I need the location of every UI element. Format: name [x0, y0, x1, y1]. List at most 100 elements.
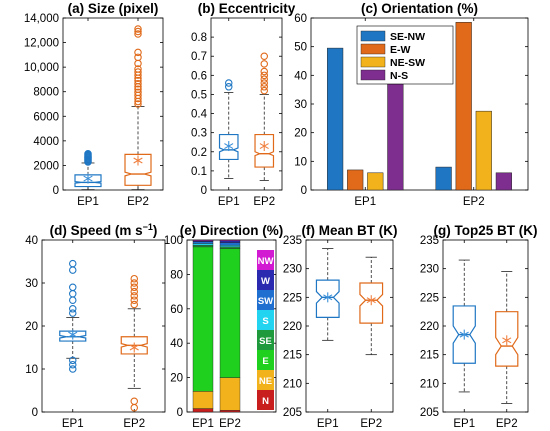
- bar-se-nw-ep2: [435, 166, 452, 191]
- mean-marker-stroke: [129, 344, 139, 351]
- y-tick-label: 0: [53, 185, 59, 197]
- legend-swatch: [360, 30, 386, 42]
- stacked-segment-sw-ep2: [219, 242, 241, 246]
- stacked-segment-s-ep2: [219, 244, 241, 248]
- y-tick-label: 20: [170, 373, 183, 385]
- key-label: NW: [258, 256, 274, 267]
- outlier-point: [130, 287, 139, 296]
- key-label: N: [262, 396, 269, 407]
- y-tick-label: 50: [294, 42, 307, 54]
- outlier-point: [260, 67, 268, 76]
- outlier-point: [260, 83, 268, 91]
- box-ep2: [254, 52, 275, 181]
- key-swatch-n: [257, 390, 274, 410]
- outlier-point: [69, 309, 77, 317]
- outlier-point: [69, 356, 77, 365]
- title-text: (e) Direction (%): [180, 223, 284, 238]
- panel-g: (g) Top25 BT (K) 205 210 215 220 225 230 235 EP1…: [420, 223, 538, 430]
- mean-marker-stroke: [366, 297, 376, 304]
- box-ep2: [124, 25, 152, 191]
- x-tick-label: EP1: [62, 418, 84, 430]
- direction-key: NW W SW S SE E NE N: [257, 250, 274, 410]
- box-ep1: [315, 248, 340, 341]
- key-swatch-e: [257, 350, 274, 370]
- x-tick-label: EP1: [354, 196, 376, 208]
- stacked-segment-ne-ep2: [219, 377, 241, 411]
- title-superscript: −1: [143, 222, 153, 232]
- outlier-point: [134, 68, 142, 76]
- outlier-point: [130, 283, 139, 292]
- legend-label: N-S: [390, 70, 408, 82]
- panel-title: (f) Mean BT (K): [302, 223, 398, 238]
- y-tick-label: 10: [25, 364, 38, 376]
- outlier-point: [69, 296, 77, 304]
- outlier-point: [225, 79, 233, 87]
- box-ep2: [120, 274, 148, 412]
- stacked-segment-e-ep1: [192, 246, 214, 392]
- y-tick-label: 220: [283, 321, 302, 333]
- stacked-segment-e-ep2: [219, 248, 241, 378]
- title-text: (f) Mean BT (K): [302, 223, 398, 238]
- x-tick-label: EP2: [360, 418, 382, 430]
- y-tick-label: 30: [25, 278, 38, 290]
- mean-marker: [323, 292, 333, 303]
- mean-marker: [83, 173, 93, 184]
- outlier-point: [84, 150, 92, 158]
- panel-c: (c) Orientation (%) 0 10 20 30 40 50 60 EP1 EP2 SE…: [294, 1, 529, 208]
- axes-frame: [62, 17, 164, 191]
- x-tick-label: EP1: [453, 418, 475, 430]
- bar-ne-sw-ep1: [367, 172, 384, 191]
- y-tick-label: 10: [294, 156, 307, 168]
- outlier-point: [134, 100, 142, 108]
- x-tick-label: EP2: [123, 418, 145, 430]
- key-label: W: [261, 276, 270, 287]
- outlier-point: [69, 266, 77, 274]
- legend-swatch: [360, 69, 386, 81]
- stacked-segment-se-ep2: [219, 246, 241, 249]
- box-ep1: [452, 259, 476, 393]
- outlier-point: [130, 279, 139, 287]
- legend-label: NE-SW: [390, 57, 425, 69]
- mean-marker-stroke: [224, 143, 234, 150]
- box-ep1: [74, 150, 102, 191]
- bar-ne-sw-ep2: [475, 110, 492, 191]
- y-tick-label: 230: [420, 264, 439, 276]
- panel-a: (a) Size (pixel) 0 2000 4000 6000 8000 10,000 1…: [24, 1, 164, 208]
- bar-e-w-ep1: [347, 169, 364, 191]
- y-tick-label: 0.1: [191, 166, 207, 178]
- mean-marker: [366, 295, 376, 306]
- mean-marker-stroke: [323, 294, 333, 301]
- outlier-point: [130, 397, 139, 405]
- legend-label: E-W: [390, 44, 411, 56]
- mean-marker: [259, 141, 269, 152]
- outlier-point: [134, 85, 142, 94]
- outlier-point: [69, 305, 77, 313]
- y-tick-label: 0.7: [191, 51, 207, 63]
- key-swatch-se: [257, 330, 274, 350]
- bar-n-s-ep1: [387, 83, 404, 191]
- axes-frame: [305, 239, 394, 413]
- y-tick-label: 40: [170, 338, 183, 350]
- y-tick-label: 0.3: [191, 128, 207, 140]
- x-tick-label: EP2: [219, 418, 241, 430]
- outlier-point: [134, 53, 142, 62]
- outlier-point: [134, 65, 142, 73]
- legend-swatch: [360, 43, 386, 55]
- outlier-point: [134, 48, 142, 57]
- stacked-segment-nw-ep1: [192, 239, 214, 242]
- y-tick-label: 0: [32, 407, 38, 419]
- panel-title: (d) Speed (m s−1): [50, 222, 158, 238]
- box-ep1: [218, 79, 239, 179]
- y-tick-label: 210: [420, 378, 439, 390]
- outlier-point: [134, 76, 142, 85]
- y-tick-label: 225: [420, 292, 439, 304]
- x-tick-label: EP1: [192, 418, 214, 430]
- y-tick-label: 8000: [33, 87, 59, 99]
- mean-marker: [459, 329, 469, 340]
- panel-title: (c) Orientation (%): [361, 1, 478, 16]
- title-end: ): [153, 223, 158, 238]
- outlier-point: [260, 86, 268, 95]
- bar-n-s-ep2: [495, 172, 512, 191]
- key-swatch-sw: [257, 290, 274, 310]
